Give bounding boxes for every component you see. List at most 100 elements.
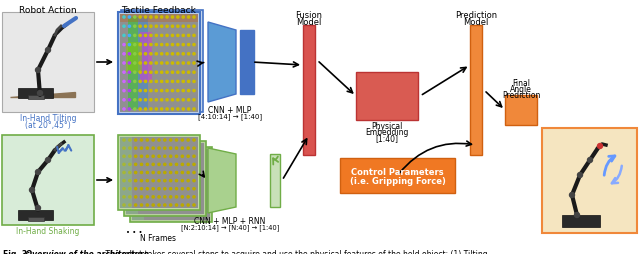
Circle shape (123, 147, 125, 149)
Circle shape (158, 196, 160, 198)
Circle shape (187, 147, 189, 149)
Circle shape (161, 80, 163, 83)
Circle shape (161, 89, 163, 92)
Circle shape (166, 16, 168, 18)
Circle shape (152, 171, 154, 173)
Circle shape (145, 80, 147, 83)
Circle shape (134, 204, 137, 206)
Circle shape (164, 180, 166, 182)
Circle shape (577, 172, 582, 178)
Circle shape (175, 163, 178, 165)
Circle shape (170, 139, 172, 141)
Bar (356, 72, 418, 120)
Circle shape (172, 99, 173, 101)
Circle shape (158, 171, 160, 173)
Bar (138, 17, 148, 109)
Circle shape (123, 89, 125, 92)
Circle shape (166, 25, 168, 27)
Circle shape (146, 196, 148, 198)
Circle shape (188, 53, 189, 55)
Circle shape (134, 196, 137, 198)
Circle shape (170, 188, 172, 190)
Bar (121, 10, 203, 112)
Circle shape (123, 43, 125, 46)
Circle shape (177, 25, 179, 27)
Bar (128, 17, 138, 109)
Circle shape (152, 155, 154, 157)
Circle shape (177, 71, 179, 73)
Circle shape (134, 108, 136, 110)
Bar (120, 137, 198, 208)
Circle shape (152, 139, 154, 141)
Bar (240, 30, 254, 94)
Circle shape (140, 163, 143, 165)
Circle shape (175, 196, 178, 198)
Circle shape (45, 157, 51, 163)
Circle shape (181, 147, 184, 149)
Circle shape (193, 188, 195, 190)
Circle shape (187, 204, 189, 206)
Circle shape (182, 99, 184, 101)
Polygon shape (10, 92, 75, 97)
Circle shape (175, 180, 178, 182)
Circle shape (181, 196, 184, 198)
Circle shape (156, 80, 157, 83)
Circle shape (150, 71, 152, 73)
Bar (28, 95, 44, 99)
Circle shape (123, 108, 125, 110)
Circle shape (139, 34, 141, 37)
Circle shape (152, 163, 154, 165)
Circle shape (175, 139, 178, 141)
Text: (i.e. Gripping Force): (i.e. Gripping Force) (349, 177, 445, 186)
Circle shape (161, 16, 163, 18)
Bar (340, 158, 455, 193)
Circle shape (164, 139, 166, 141)
Circle shape (166, 62, 168, 64)
Bar (562, 215, 600, 227)
Circle shape (193, 34, 195, 37)
Circle shape (164, 163, 166, 165)
Text: (at 20°,45°): (at 20°,45°) (25, 121, 71, 130)
Circle shape (156, 34, 157, 37)
Circle shape (161, 108, 163, 110)
Circle shape (129, 171, 131, 173)
Circle shape (187, 180, 189, 182)
Circle shape (164, 188, 166, 190)
Circle shape (158, 188, 160, 190)
Text: Model: Model (463, 18, 489, 27)
Circle shape (177, 99, 179, 101)
Bar (118, 12, 200, 114)
Circle shape (181, 171, 184, 173)
Circle shape (129, 147, 131, 149)
Circle shape (123, 16, 125, 18)
Text: Fusion: Fusion (296, 11, 323, 20)
Circle shape (182, 108, 184, 110)
Circle shape (156, 43, 157, 46)
Circle shape (170, 180, 172, 182)
Circle shape (158, 180, 160, 182)
Circle shape (128, 80, 131, 83)
Circle shape (172, 71, 173, 73)
Circle shape (128, 71, 131, 73)
Circle shape (182, 34, 184, 37)
Circle shape (145, 62, 147, 64)
Circle shape (145, 34, 147, 37)
Circle shape (134, 188, 137, 190)
Circle shape (38, 90, 42, 96)
Circle shape (156, 108, 157, 110)
Circle shape (170, 171, 172, 173)
Circle shape (123, 71, 125, 73)
Circle shape (128, 53, 131, 55)
Circle shape (193, 43, 195, 46)
Bar (18, 210, 53, 220)
Circle shape (145, 16, 147, 18)
Text: Tactile Feedback: Tactile Feedback (122, 6, 196, 15)
Circle shape (45, 47, 51, 53)
Circle shape (164, 155, 166, 157)
Circle shape (172, 108, 173, 110)
Circle shape (598, 144, 602, 149)
Circle shape (146, 155, 148, 157)
Circle shape (134, 53, 136, 55)
Circle shape (172, 62, 173, 64)
Circle shape (134, 43, 136, 46)
